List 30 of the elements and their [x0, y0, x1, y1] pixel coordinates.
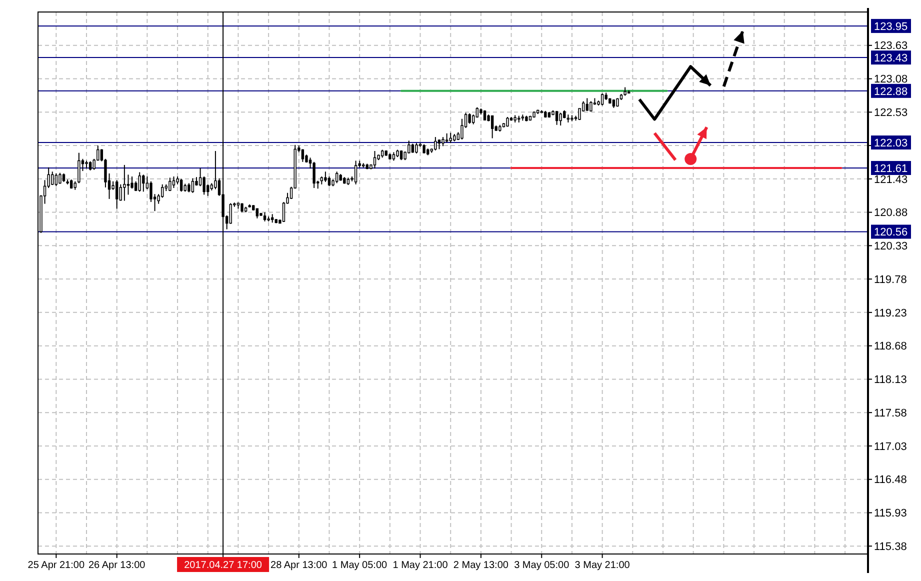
y-tick-label: 122.53	[874, 106, 908, 119]
x-tick-label: 1 May 05:00	[332, 560, 388, 571]
x-tick-label: 26 Apr 13:00	[88, 560, 146, 571]
y-tick-label: 120.88	[874, 207, 908, 220]
y-tick-label: 115.38	[874, 540, 907, 553]
y-tick-label: 121.43	[874, 174, 908, 186]
y-tick-label: 116.48	[874, 474, 907, 486]
x-tick-label: 28 Apr 13:00	[270, 560, 328, 571]
ref-line-label: 122.03	[874, 137, 908, 150]
x-tick-label: 2017.04.27 17:00	[184, 560, 262, 571]
y-tick-label: 117.58	[874, 407, 907, 420]
y-tick-label: 119.78	[874, 274, 907, 286]
x-tick-label: 1 May 21:00	[392, 560, 448, 571]
ref-line-label: 120.56	[874, 226, 908, 239]
y-tick-label: 115.93	[874, 508, 907, 520]
ref-line-label: 122.88	[874, 86, 908, 98]
y-tick-label: 118.13	[874, 374, 907, 386]
y-tick-label: 119.23	[874, 307, 907, 320]
x-tick-label: 25 Apr 21:00	[28, 560, 85, 571]
y-tick-label: 118.68	[874, 340, 907, 353]
ref-line-label: 123.43	[874, 52, 908, 64]
y-tick-label: 120.33	[874, 240, 908, 253]
x-tick-label: 2 May 13:00	[453, 560, 509, 571]
x-tick-label: 3 May 05:00	[514, 560, 570, 571]
y-tick-label: 123.63	[874, 40, 908, 52]
ref-line-label: 121.61	[874, 162, 908, 175]
x-tick-label: 3 May 21:00	[574, 560, 630, 571]
y-tick-label: 117.03	[874, 440, 907, 453]
ref-line-label: 123.95	[874, 20, 908, 33]
y-tick-label: 123.08	[874, 74, 908, 86]
